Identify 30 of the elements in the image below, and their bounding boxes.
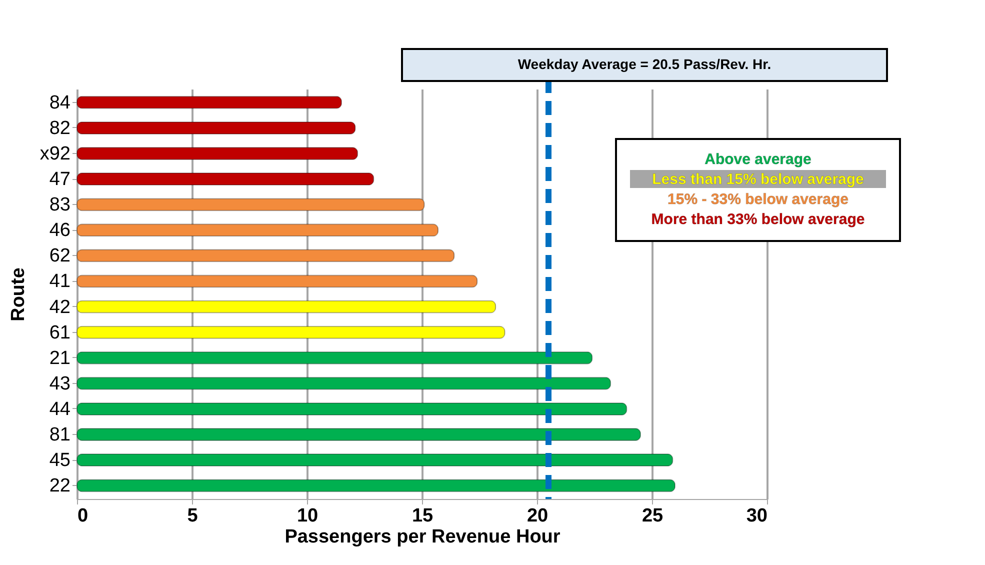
text: More than 33% below average xyxy=(651,211,865,228)
y-tick-label: 61 xyxy=(49,322,70,344)
y-tick-label: 47 xyxy=(49,169,70,190)
y-tick-label: 41 xyxy=(49,271,70,292)
y-tick-label: 62 xyxy=(49,246,70,267)
x-tick-label: 5 xyxy=(187,506,198,526)
y-tick-label: 82 xyxy=(49,118,70,139)
y-tick-label: 45 xyxy=(49,450,70,472)
y-tick-label: 22 xyxy=(49,476,70,497)
x-tick-label: 20 xyxy=(526,506,548,526)
x-tick-label: 10 xyxy=(296,506,318,526)
text: Less than 15% below average xyxy=(652,171,864,188)
x-tick-label: 30 xyxy=(746,506,768,526)
x-axis-title: Passengers per Revenue Hour xyxy=(284,526,561,548)
y-axis-title: Route xyxy=(8,268,29,322)
y-tick-label: 21 xyxy=(49,348,70,369)
y-tick-label: x92 xyxy=(40,144,70,164)
y-tick-label: 46 xyxy=(49,220,70,242)
x-tick-label: 15 xyxy=(412,506,434,526)
y-tick-label: 43 xyxy=(49,373,70,394)
text: Above average xyxy=(704,151,812,168)
x-tick-label: 0 xyxy=(78,506,88,526)
y-tick-label: 83 xyxy=(49,194,70,216)
text: 15% - 33% below average xyxy=(668,191,848,208)
y-tick-label: 42 xyxy=(49,296,70,318)
y-tick-label: 44 xyxy=(49,398,71,420)
y-tick-label: 81 xyxy=(49,424,70,446)
x-tick-label: 25 xyxy=(642,506,664,526)
y-tick-label: 84 xyxy=(49,92,71,114)
ref-line-label: Weekday Average = 20.5 Pass/Rev. Hr. xyxy=(518,56,772,72)
